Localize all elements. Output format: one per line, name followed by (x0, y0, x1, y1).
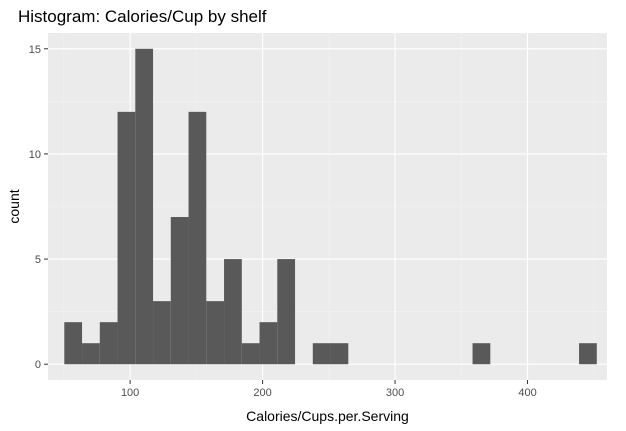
histogram-bar (82, 343, 100, 365)
x-axis-label: Calories/Cups.per.Serving (246, 408, 409, 424)
y-axis-label: count (6, 189, 22, 223)
histogram-bar (64, 322, 83, 365)
x-tick-label: 200 (253, 387, 271, 399)
x-tick-label: 100 (121, 387, 139, 399)
histogram-bar (206, 301, 225, 365)
histogram-bar (170, 217, 189, 365)
y-tick-label: 10 (29, 149, 41, 161)
bars (64, 48, 597, 365)
histogram-bar (99, 322, 118, 365)
histogram-bar (117, 111, 136, 365)
histogram-bar (312, 343, 331, 365)
histogram-bar (224, 259, 242, 365)
histogram-bar (472, 343, 491, 365)
x-axis: 100 200 300 400 (121, 380, 537, 399)
y-tick-label: 15 (29, 44, 41, 56)
chart-title: Histogram: Calories/Cup by shelf (18, 7, 267, 26)
histogram-bar (241, 343, 260, 365)
x-tick-label: 300 (386, 387, 404, 399)
histogram-bar (188, 111, 207, 365)
histogram-bar (153, 301, 171, 365)
histogram-bar (277, 259, 296, 365)
x-tick-label: 400 (518, 387, 536, 399)
histogram-bar (330, 343, 349, 365)
histogram-bar (259, 322, 278, 365)
y-axis: 0 5 10 15 (29, 44, 48, 371)
y-tick-label: 5 (35, 254, 41, 266)
y-tick-label: 0 (35, 359, 41, 371)
histogram-bar (135, 48, 154, 365)
histogram-bar (579, 343, 597, 365)
